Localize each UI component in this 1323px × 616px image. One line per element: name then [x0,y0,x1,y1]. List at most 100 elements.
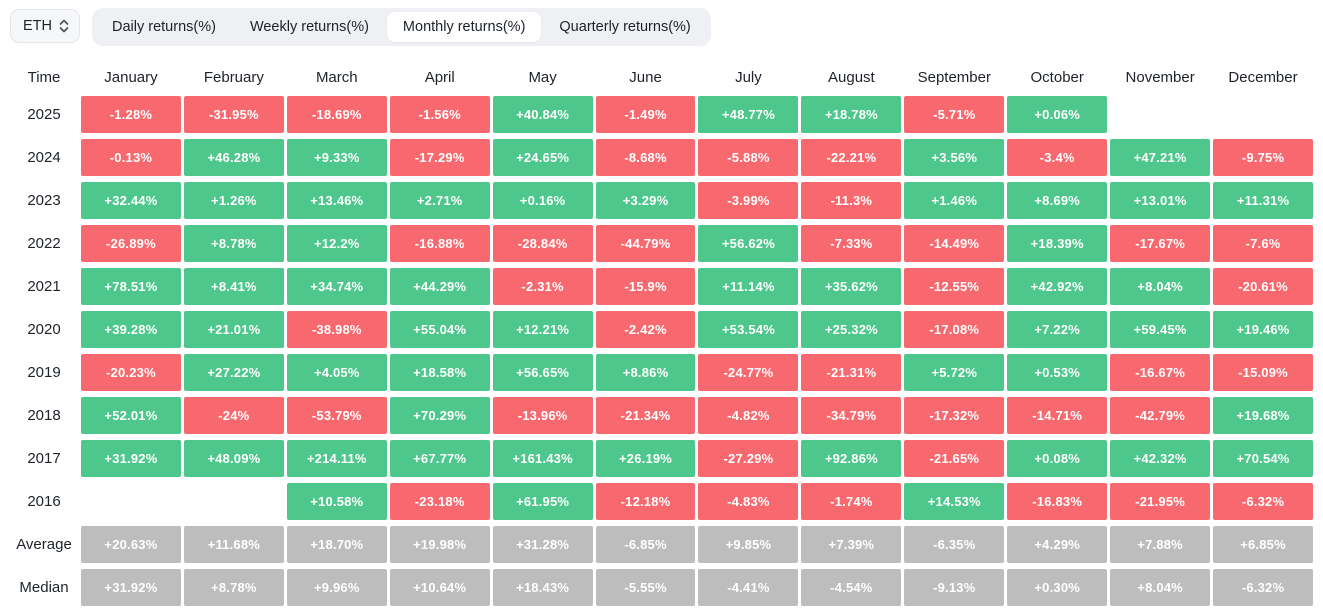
heatmap-cell: +19.98% [389,526,490,563]
heatmap-cell: -26.89% [81,225,181,262]
tab-quarterly[interactable]: Quarterly returns(%) [543,12,706,42]
heatmap-cell: -31.95% [183,96,284,133]
heatmap-cell: +21.01% [183,311,284,348]
heatmap-cell: +10.64% [389,569,490,606]
year-row-label: 2022 [27,235,61,252]
heatmap-cell: +8.04% [1110,268,1211,305]
heatmap-cell: +3.56% [904,139,1005,176]
heatmap-cell: -27.29% [698,440,799,477]
heatmap-cell: -12.55% [904,268,1005,305]
heatmap-cell: -1.28% [81,96,181,133]
heatmap-cell: +39.28% [81,311,181,348]
heatmap-cell: -24% [183,397,284,434]
heatmap-cell: +56.62% [698,225,799,262]
updown-chevron-icon [59,19,69,33]
year-row-label: 2019 [27,364,61,381]
heatmap-cell: -17.08% [904,311,1005,348]
heatmap-cell: +0.08% [1007,440,1108,477]
heatmap-cell: +8.78% [183,225,284,262]
heatmap-cell: +70.54% [1213,440,1313,477]
heatmap-cell: -4.83% [698,483,799,520]
heatmap-cell: -5.88% [698,139,799,176]
heatmap-cell: -14.71% [1007,397,1108,434]
heatmap-cell: +4.05% [286,354,387,391]
heatmap-cell: +9.33% [286,139,387,176]
heatmap-cell: -15.9% [595,268,696,305]
heatmap-cell: +59.45% [1110,311,1211,348]
heatmap-cell: +11.14% [698,268,799,305]
heatmap-cell: -28.84% [492,225,593,262]
tab-daily[interactable]: Daily returns(%) [96,12,232,42]
heatmap-cell: +35.62% [801,268,902,305]
month-column-header: June [629,69,662,86]
heatmap-cell-empty [1213,96,1313,133]
year-row-label: 2017 [27,450,61,467]
heatmap-cell: +52.01% [81,397,181,434]
heatmap-cell: +7.88% [1110,526,1211,563]
month-column-header: April [424,69,455,86]
heatmap-cell: +19.46% [1213,311,1313,348]
heatmap-cell: -14.49% [904,225,1005,262]
year-row-label: 2021 [27,278,61,295]
heatmap-cell: +24.65% [492,139,593,176]
heatmap-cell: +8.41% [183,268,284,305]
stat-row-label: Median [19,579,69,596]
heatmap-cell: -21.95% [1110,483,1211,520]
coin-selector[interactable]: ETH [10,9,80,43]
heatmap-cell: -9.13% [904,569,1005,606]
heatmap-cell: +3.29% [595,182,696,219]
heatmap-cell: +31.92% [81,440,181,477]
heatmap-cell: -20.23% [81,354,181,391]
heatmap-cell: -6.32% [1213,569,1313,606]
heatmap-cell: +11.68% [183,526,284,563]
heatmap-cell: +20.63% [81,526,181,563]
heatmap-cell: +46.28% [183,139,284,176]
heatmap-cell: -2.31% [492,268,593,305]
heatmap-cell-empty [81,483,181,520]
heatmap-cell: -18.69% [286,96,387,133]
heatmap-cell: -21.65% [904,440,1005,477]
tab-monthly[interactable]: Monthly returns(%) [386,12,542,42]
heatmap-cell: +42.32% [1110,440,1211,477]
month-column-header: February [203,69,264,86]
heatmap-cell: -5.55% [595,569,696,606]
heatmap-cell: +1.26% [183,182,284,219]
heatmap-cell: -3.4% [1007,139,1108,176]
month-column-header: May [528,69,557,86]
year-row-label: 2016 [27,493,61,510]
month-column-header: March [315,69,358,86]
heatmap-cell: -9.75% [1213,139,1313,176]
year-row-label: 2023 [27,192,61,209]
heatmap-cell: +48.09% [183,440,284,477]
heatmap-cell: +40.84% [492,96,593,133]
heatmap-cell: -38.98% [286,311,387,348]
heatmap-cell: -42.79% [1110,397,1211,434]
toolbar: ETH Daily returns(%) Weekly returns(%) Mon… [10,8,1313,52]
month-column-header: December [1228,69,1298,86]
heatmap-cell: +0.16% [492,182,593,219]
year-row-label: 2020 [27,321,61,338]
heatmap-cell: -4.54% [801,569,902,606]
heatmap-cell: -1.49% [595,96,696,133]
year-row-label: 2024 [27,149,61,166]
heatmap-cell: -0.13% [81,139,181,176]
heatmap-cell: -44.79% [595,225,696,262]
heatmap-cell: -2.42% [595,311,696,348]
heatmap-cell: -6.85% [595,526,696,563]
monthly-returns-heatmap: Time January February March April May June July… [10,62,1313,606]
heatmap-cell: +11.31% [1213,182,1313,219]
heatmap-cell: -34.79% [801,397,902,434]
heatmap-cell: +18.70% [286,526,387,563]
heatmap-cell: +27.22% [183,354,284,391]
heatmap-cell: +34.74% [286,268,387,305]
tab-weekly[interactable]: Weekly returns(%) [234,12,385,42]
heatmap-cell: -16.67% [1110,354,1211,391]
heatmap-cell: -8.68% [595,139,696,176]
heatmap-cell-empty [184,483,284,520]
heatmap-cell: +32.44% [81,182,181,219]
heatmap-cell: +18.39% [1007,225,1108,262]
year-row-label: 2018 [27,407,61,424]
heatmap-cell: -17.32% [904,397,1005,434]
heatmap-cell: +47.21% [1110,139,1211,176]
heatmap-cell: +13.01% [1110,182,1211,219]
